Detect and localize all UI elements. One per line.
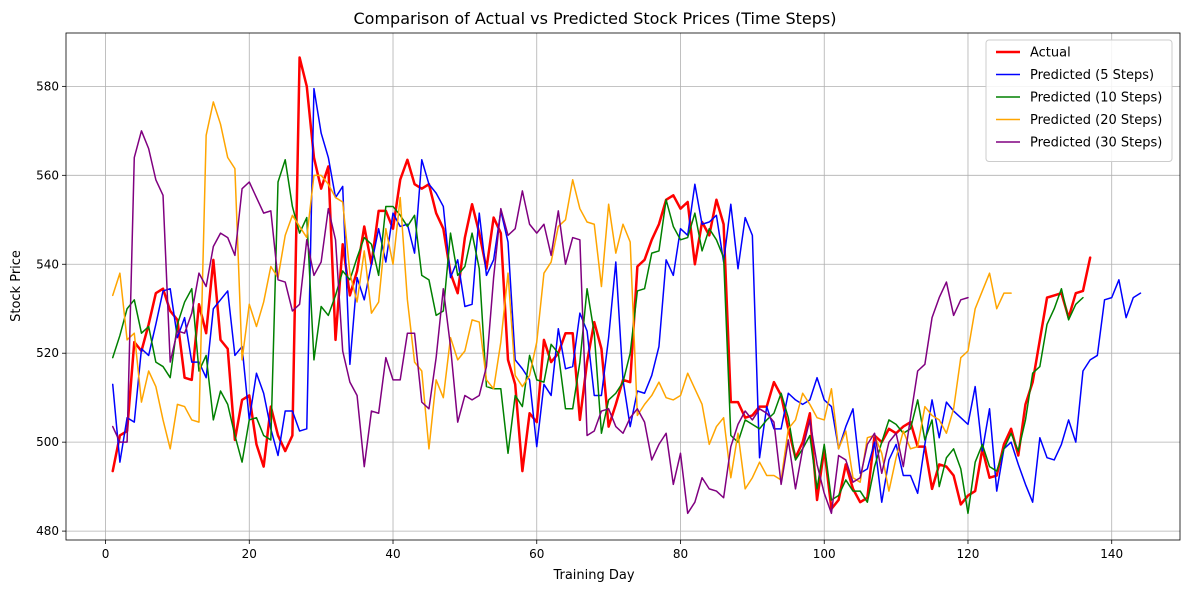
series-line-predicted-10-steps <box>111 159 1084 515</box>
x-tick-label: 120 <box>957 547 980 561</box>
legend-label: Predicted (10 Steps) <box>1030 91 1162 106</box>
x-tick-label: 20 <box>242 547 257 561</box>
plot-area-frame <box>65 32 1181 541</box>
legend-label: Predicted (20 Steps) <box>1030 113 1162 128</box>
x-tick-label: 100 <box>813 547 836 561</box>
y-tick-label: 560 <box>36 168 59 182</box>
y-tick-label: 500 <box>36 435 59 449</box>
legend-label: Predicted (30 Steps) <box>1030 136 1162 151</box>
y-tick-label: 540 <box>36 257 59 271</box>
y-tick-label: 580 <box>36 79 59 93</box>
series-line-actual <box>111 56 1092 511</box>
x-tick-label: 60 <box>529 547 544 561</box>
series-lines <box>111 56 1142 515</box>
x-axis-label: Training Day <box>552 568 634 583</box>
legend-label: Predicted (5 Steps) <box>1030 68 1154 83</box>
series-line-predicted-5-steps <box>111 87 1142 503</box>
y-tick-label: 520 <box>36 346 59 360</box>
chart-title: Comparison of Actual vs Predicted Stock … <box>354 9 837 28</box>
x-tick-label: 80 <box>673 547 688 561</box>
axis-ticks: 0 20 40 60 80 100 120 140 480 500 520 540 560 580 <box>36 79 1123 561</box>
series-line-predicted-30-steps <box>111 130 969 515</box>
legend: Actual Predicted (5 Steps) Predicted (10 S… <box>985 39 1173 162</box>
legend-label: Actual <box>1030 46 1071 61</box>
x-tick-label: 140 <box>1100 547 1123 561</box>
legend-box <box>985 39 1173 162</box>
x-tick-label: 0 <box>102 547 110 561</box>
x-tick-label: 40 <box>385 547 400 561</box>
y-tick-label: 480 <box>36 524 59 538</box>
y-axis-label: Stock Price <box>9 250 24 322</box>
